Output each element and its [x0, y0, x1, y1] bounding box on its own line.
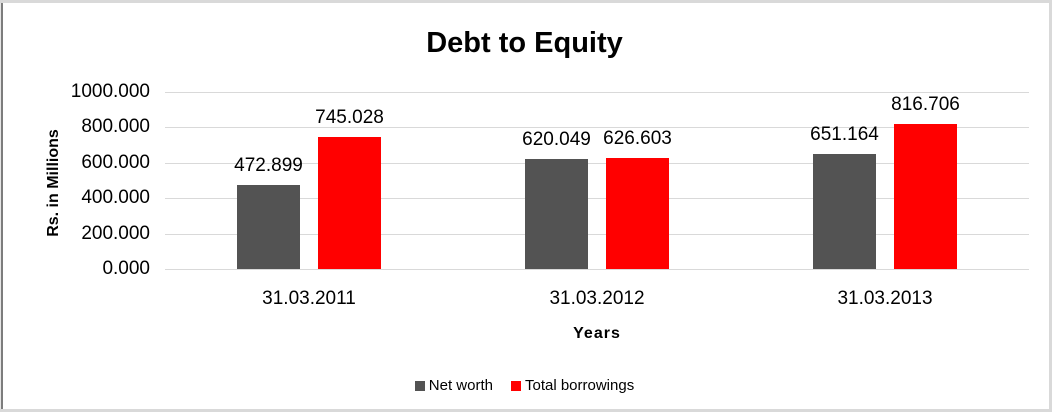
gridline	[165, 127, 1029, 129]
gridline	[165, 162, 1029, 164]
gridline	[165, 198, 1029, 200]
gridline	[165, 92, 1029, 93]
legend-marker-icon	[414, 381, 425, 391]
x-axis-category-labels: 31.03.2011 31.03.2012 31.03.2013	[165, 288, 1029, 310]
y-axis-tick-label: 800.000	[81, 116, 150, 138]
y-axis-title: Rs. in Millions	[45, 129, 62, 237]
bar-total-borrowings-31.03.2011	[318, 137, 381, 269]
legend-label: Total borrowings	[524, 377, 635, 394]
plot-area: 472.899 620.049 651.164 745.028 626.603 816.7…	[165, 92, 1029, 270]
x-axis-title: Years	[573, 325, 621, 342]
legend-marker-icon	[510, 381, 521, 391]
bar-total-borrowings-31.03.2012	[606, 158, 669, 269]
data-label: 745.028	[315, 107, 384, 129]
y-axis-tick-label: 0.000	[102, 258, 150, 279]
x-axis-category-label: 31.03.2012	[549, 288, 645, 309]
data-label: 620.049	[522, 129, 591, 151]
data-label: 816.706	[891, 94, 960, 116]
bar-total-borrowings-31.03.2013	[894, 124, 957, 269]
bar-net-worth-31.03.2012	[525, 159, 588, 269]
y-axis-tick-label: 1000.000	[70, 81, 150, 102]
bar-net-worth-31.03.2013	[813, 153, 876, 269]
y-axis-tick-label: 200.000	[81, 222, 150, 244]
legend: Net worth Total borrowings	[0, 378, 1049, 394]
x-axis-category-label: 31.03.2013	[837, 288, 933, 309]
gridline	[165, 269, 1029, 270]
data-label: 626.603	[603, 128, 672, 150]
data-label: 651.164	[810, 123, 879, 145]
bar-net-worth-31.03.2011	[237, 185, 300, 269]
y-axis-tick-label: 400.000	[81, 187, 150, 209]
chart-title: Debt to Equity	[426, 27, 623, 59]
legend-label: Net worth	[428, 377, 493, 394]
data-label: 472.899	[234, 155, 303, 177]
y-axis-tick-label: 600.000	[81, 151, 150, 173]
gridline	[165, 233, 1029, 235]
frame-left-edge	[0, 3, 4, 409]
legend-item-total-borrowings: Total borrowings	[510, 377, 635, 394]
x-axis-category-label: 31.03.2011	[262, 288, 356, 309]
legend-item-net-worth: Net worth	[414, 377, 493, 394]
